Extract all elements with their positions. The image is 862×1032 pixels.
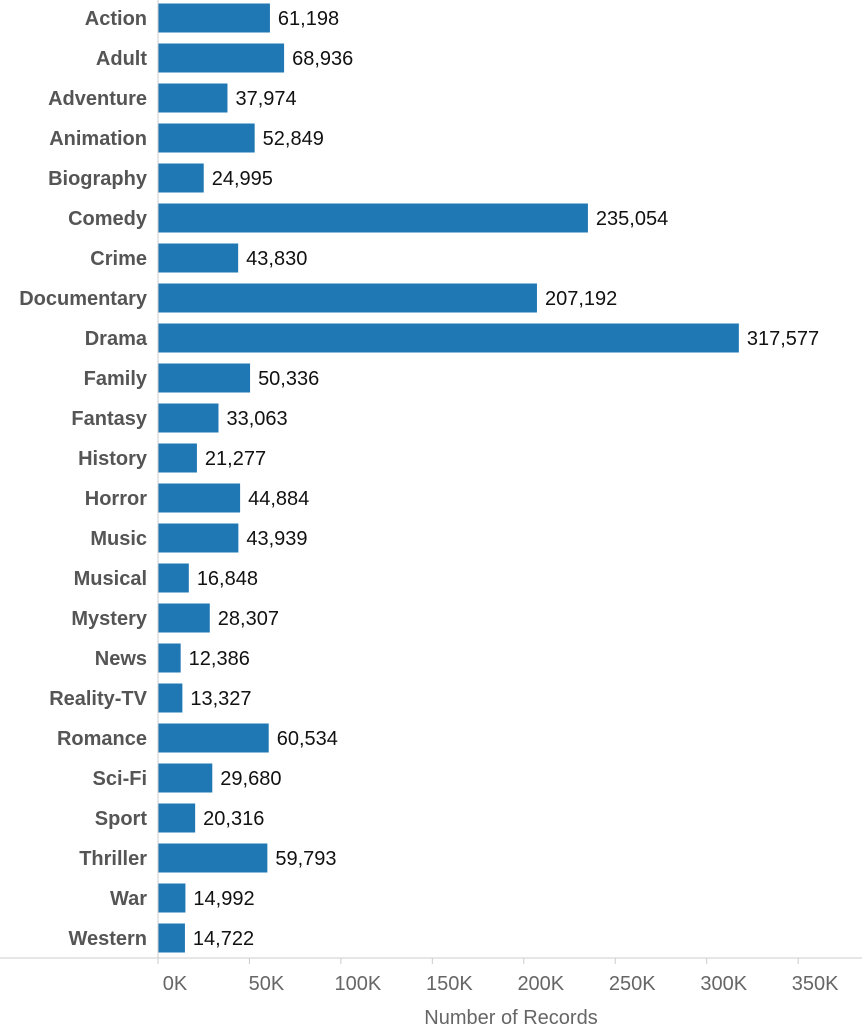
value-label-sport: 20,316 [203,808,264,830]
category-label-mystery: Mystery [71,608,147,630]
value-label-drama: 317,577 [747,328,819,350]
value-label-crime: 43,830 [246,248,307,270]
value-label-biography: 24,995 [212,168,273,190]
value-label-reality-tv: 13,327 [190,688,251,710]
x-tick-label: 100K [335,973,382,995]
bar-animation [158,123,255,153]
category-label-sci-fi: Sci-Fi [93,768,147,790]
category-label-adventure: Adventure [48,88,147,110]
category-label-western: Western [68,928,147,950]
category-label-music: Music [90,528,147,550]
category-label-drama: Drama [85,328,148,350]
bar-horror [158,483,241,513]
bar-musical [158,563,189,593]
value-label-history: 21,277 [205,448,266,470]
x-tick-label: 200K [517,973,564,995]
category-label-horror: Horror [85,488,147,510]
value-label-horror: 44,884 [248,488,309,510]
bar-war [158,883,186,913]
bar-action [158,3,270,33]
bar-fantasy [158,403,219,433]
bar-documentary [158,283,537,313]
bar-music [158,523,239,553]
value-label-animation: 52,849 [263,128,324,150]
bar-thriller [158,843,268,873]
bar-romance [158,723,269,753]
labels-layer: Action 61,198 Adult 68,936 Adventure 37,974 An… [19,8,819,950]
category-label-sport: Sport [95,808,148,830]
value-label-fantasy: 33,063 [226,408,287,430]
x-tick-label: 300K [700,973,747,995]
value-label-western: 14,722 [193,928,254,950]
category-label-action: Action [85,8,147,30]
bar-reality-tv [158,683,183,713]
category-label-comedy: Comedy [68,208,148,230]
x-tick-label: 150K [426,973,473,995]
category-label-musical: Musical [74,568,147,590]
bar-sport [158,803,196,833]
value-label-thriller: 59,793 [275,848,336,870]
value-label-adventure: 37,974 [235,88,296,110]
value-label-comedy: 235,054 [596,208,668,230]
value-label-romance: 60,534 [277,728,338,750]
bar-comedy [158,203,588,233]
category-label-adult: Adult [96,48,147,70]
category-label-romance: Romance [57,728,147,750]
bar-biography [158,163,204,193]
value-label-adult: 68,936 [292,48,353,70]
value-label-documentary: 207,192 [545,288,617,310]
bar-mystery [158,603,210,633]
value-label-action: 61,198 [278,8,339,30]
category-label-thriller: Thriller [79,848,147,870]
bar-family [158,363,251,393]
bar-crime [158,243,239,273]
bar-adult [158,43,285,73]
bar-adventure [158,83,228,113]
value-label-war: 14,992 [193,888,254,910]
x-tick-label: 50K [249,973,285,995]
bars-layer [158,3,739,953]
x-axis-title: Number of Records [424,1007,597,1029]
category-label-history: History [78,448,148,470]
category-label-war: War [110,888,147,910]
category-label-crime: Crime [90,248,147,270]
value-label-sci-fi: 29,680 [220,768,281,790]
x-ticks-layer: 0K 50K 100K 150K 200K 250K 300K 350K [157,958,839,995]
category-label-fantasy: Fantasy [71,408,147,430]
value-label-family: 50,336 [258,368,319,390]
bar-sci-fi [158,763,213,793]
category-label-reality-tv: Reality-TV [49,688,147,710]
value-label-news: 12,386 [189,648,250,670]
category-label-biography: Biography [48,168,148,190]
x-tick-label: 0K [163,973,188,995]
value-label-music: 43,939 [246,528,307,550]
x-tick-label: 250K [609,973,656,995]
bar-news [158,643,181,673]
value-label-mystery: 28,307 [218,608,279,630]
bar-drama [158,323,739,353]
category-label-family: Family [84,368,148,390]
category-label-documentary: Documentary [19,288,148,310]
x-tick-label: 350K [792,973,839,995]
category-label-news: News [95,648,147,670]
category-label-animation: Animation [49,128,147,150]
value-label-musical: 16,848 [197,568,258,590]
bar-history [158,443,197,473]
bar-western [158,923,185,953]
